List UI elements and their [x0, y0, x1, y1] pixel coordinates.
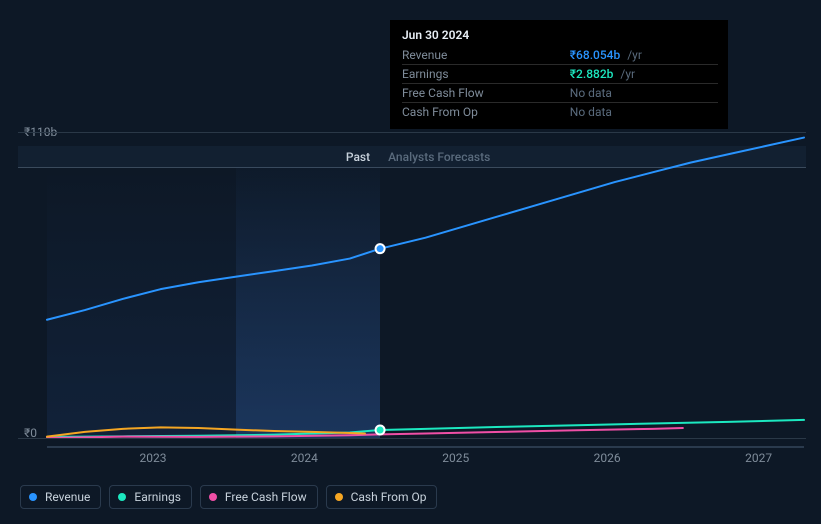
legend-item-fcf[interactable]: Free Cash Flow: [200, 485, 318, 509]
legend-item-cfo[interactable]: Cash From Op: [326, 485, 438, 509]
legend: Revenue Earnings Free Cash Flow Cash From O…: [20, 485, 437, 509]
legend-item-label: Earnings: [134, 490, 181, 504]
hover-marker-revenue: [375, 243, 386, 254]
tooltip-row-label: Cash From Op: [402, 103, 570, 122]
tooltip-row: Revenue₹68.054b /yr: [402, 46, 718, 65]
legend-item-label: Cash From Op: [351, 490, 427, 504]
legend-item-label: Free Cash Flow: [225, 490, 307, 504]
tooltip-row-value: ₹2.882b /yr: [570, 65, 718, 84]
tooltip-row-value: ₹68.054b /yr: [570, 46, 718, 65]
chart-scrollbar-track[interactable]: [47, 446, 804, 448]
series-line-revenue: [47, 138, 804, 320]
tooltip-row: Free Cash FlowNo data: [402, 84, 718, 103]
legend-item-revenue[interactable]: Revenue: [20, 485, 101, 509]
tooltip-row-label: Earnings: [402, 65, 570, 84]
x-tick-label-2026: 2026: [594, 451, 621, 465]
tooltip-row: Earnings₹2.882b /yr: [402, 65, 718, 84]
legend-item-label: Revenue: [45, 490, 90, 504]
tooltip-row-value: No data: [570, 103, 718, 122]
tooltip-table: Revenue₹68.054b /yrEarnings₹2.882b /yrFr…: [402, 46, 718, 121]
gridline-bottom: [18, 438, 806, 439]
hover-tooltip: Jun 30 2024 Revenue₹68.054b /yrEarnings₹…: [390, 20, 728, 129]
tooltip-title: Jun 30 2024: [402, 28, 718, 42]
hover-marker-earnings: [375, 424, 386, 435]
tooltip-row-label: Revenue: [402, 46, 570, 65]
chart-plot-area[interactable]: [47, 132, 804, 438]
legend-item-earnings[interactable]: Earnings: [109, 485, 192, 509]
x-tick-label-2024: 2024: [291, 451, 318, 465]
legend-dot-icon: [29, 493, 37, 501]
legend-dot-icon: [209, 493, 217, 501]
x-tick-label-2023: 2023: [139, 451, 166, 465]
chart-svg: [47, 132, 804, 438]
tooltip-row: Cash From OpNo data: [402, 103, 718, 122]
legend-dot-icon: [118, 493, 126, 501]
x-tick-label-2027: 2027: [745, 451, 772, 465]
chart-scrollbar-thumb[interactable]: [47, 446, 804, 448]
tooltip-row-value: No data: [570, 84, 718, 103]
x-tick-label-2025: 2025: [442, 451, 469, 465]
tooltip-row-label: Free Cash Flow: [402, 84, 570, 103]
legend-dot-icon: [335, 493, 343, 501]
